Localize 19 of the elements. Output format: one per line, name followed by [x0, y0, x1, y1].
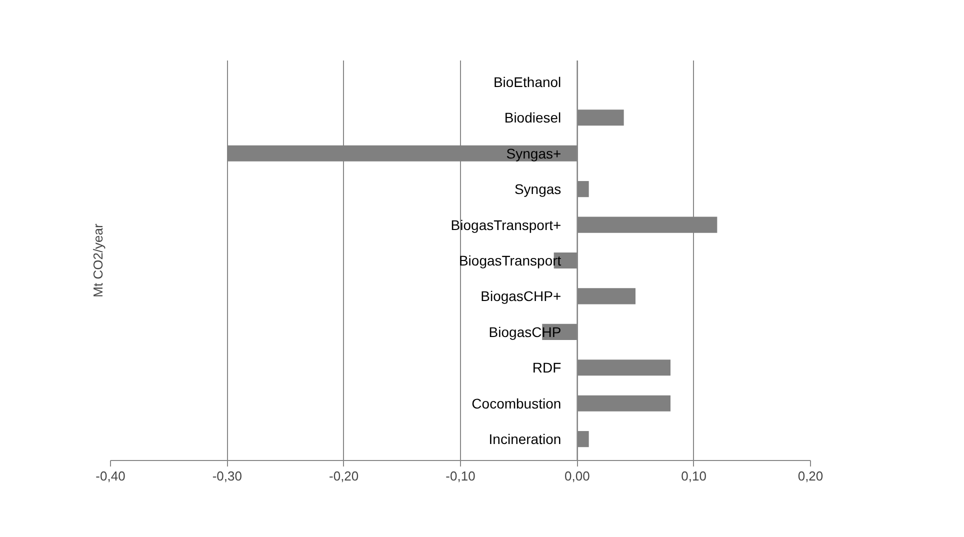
y-tick-label: BiogasTransport+: [450, 216, 562, 233]
x-tick-label: -0,20: [329, 468, 359, 484]
y-tick-label: RDF: [532, 360, 562, 376]
x-tick-label: 0,00: [564, 468, 590, 484]
y-tick-label: BioEthanol: [493, 74, 562, 90]
x-tick-label: -0,10: [446, 468, 476, 484]
y-tick-label: Cocombustion: [472, 395, 562, 412]
y-tick-label: Syngas: [514, 181, 562, 198]
x-tick-label: 0,20: [798, 468, 824, 484]
x-tick-label: -0,40: [96, 468, 126, 484]
y-tick-label: BiogasTransport: [458, 252, 562, 268]
x-tick-label: 0,10: [681, 468, 706, 484]
y-axis-title: Mt CO2/year: [90, 222, 106, 298]
y-tick-label: Biodiesel: [504, 110, 562, 126]
x-tick-label: -0,30: [212, 468, 242, 484]
y-tick-label: Incineration: [488, 431, 562, 448]
y-tick-label: Syngas+: [506, 145, 562, 162]
y-tick-label: BiogasCHP+: [480, 288, 562, 304]
y-tick-label: BiogasCHP: [488, 324, 562, 340]
